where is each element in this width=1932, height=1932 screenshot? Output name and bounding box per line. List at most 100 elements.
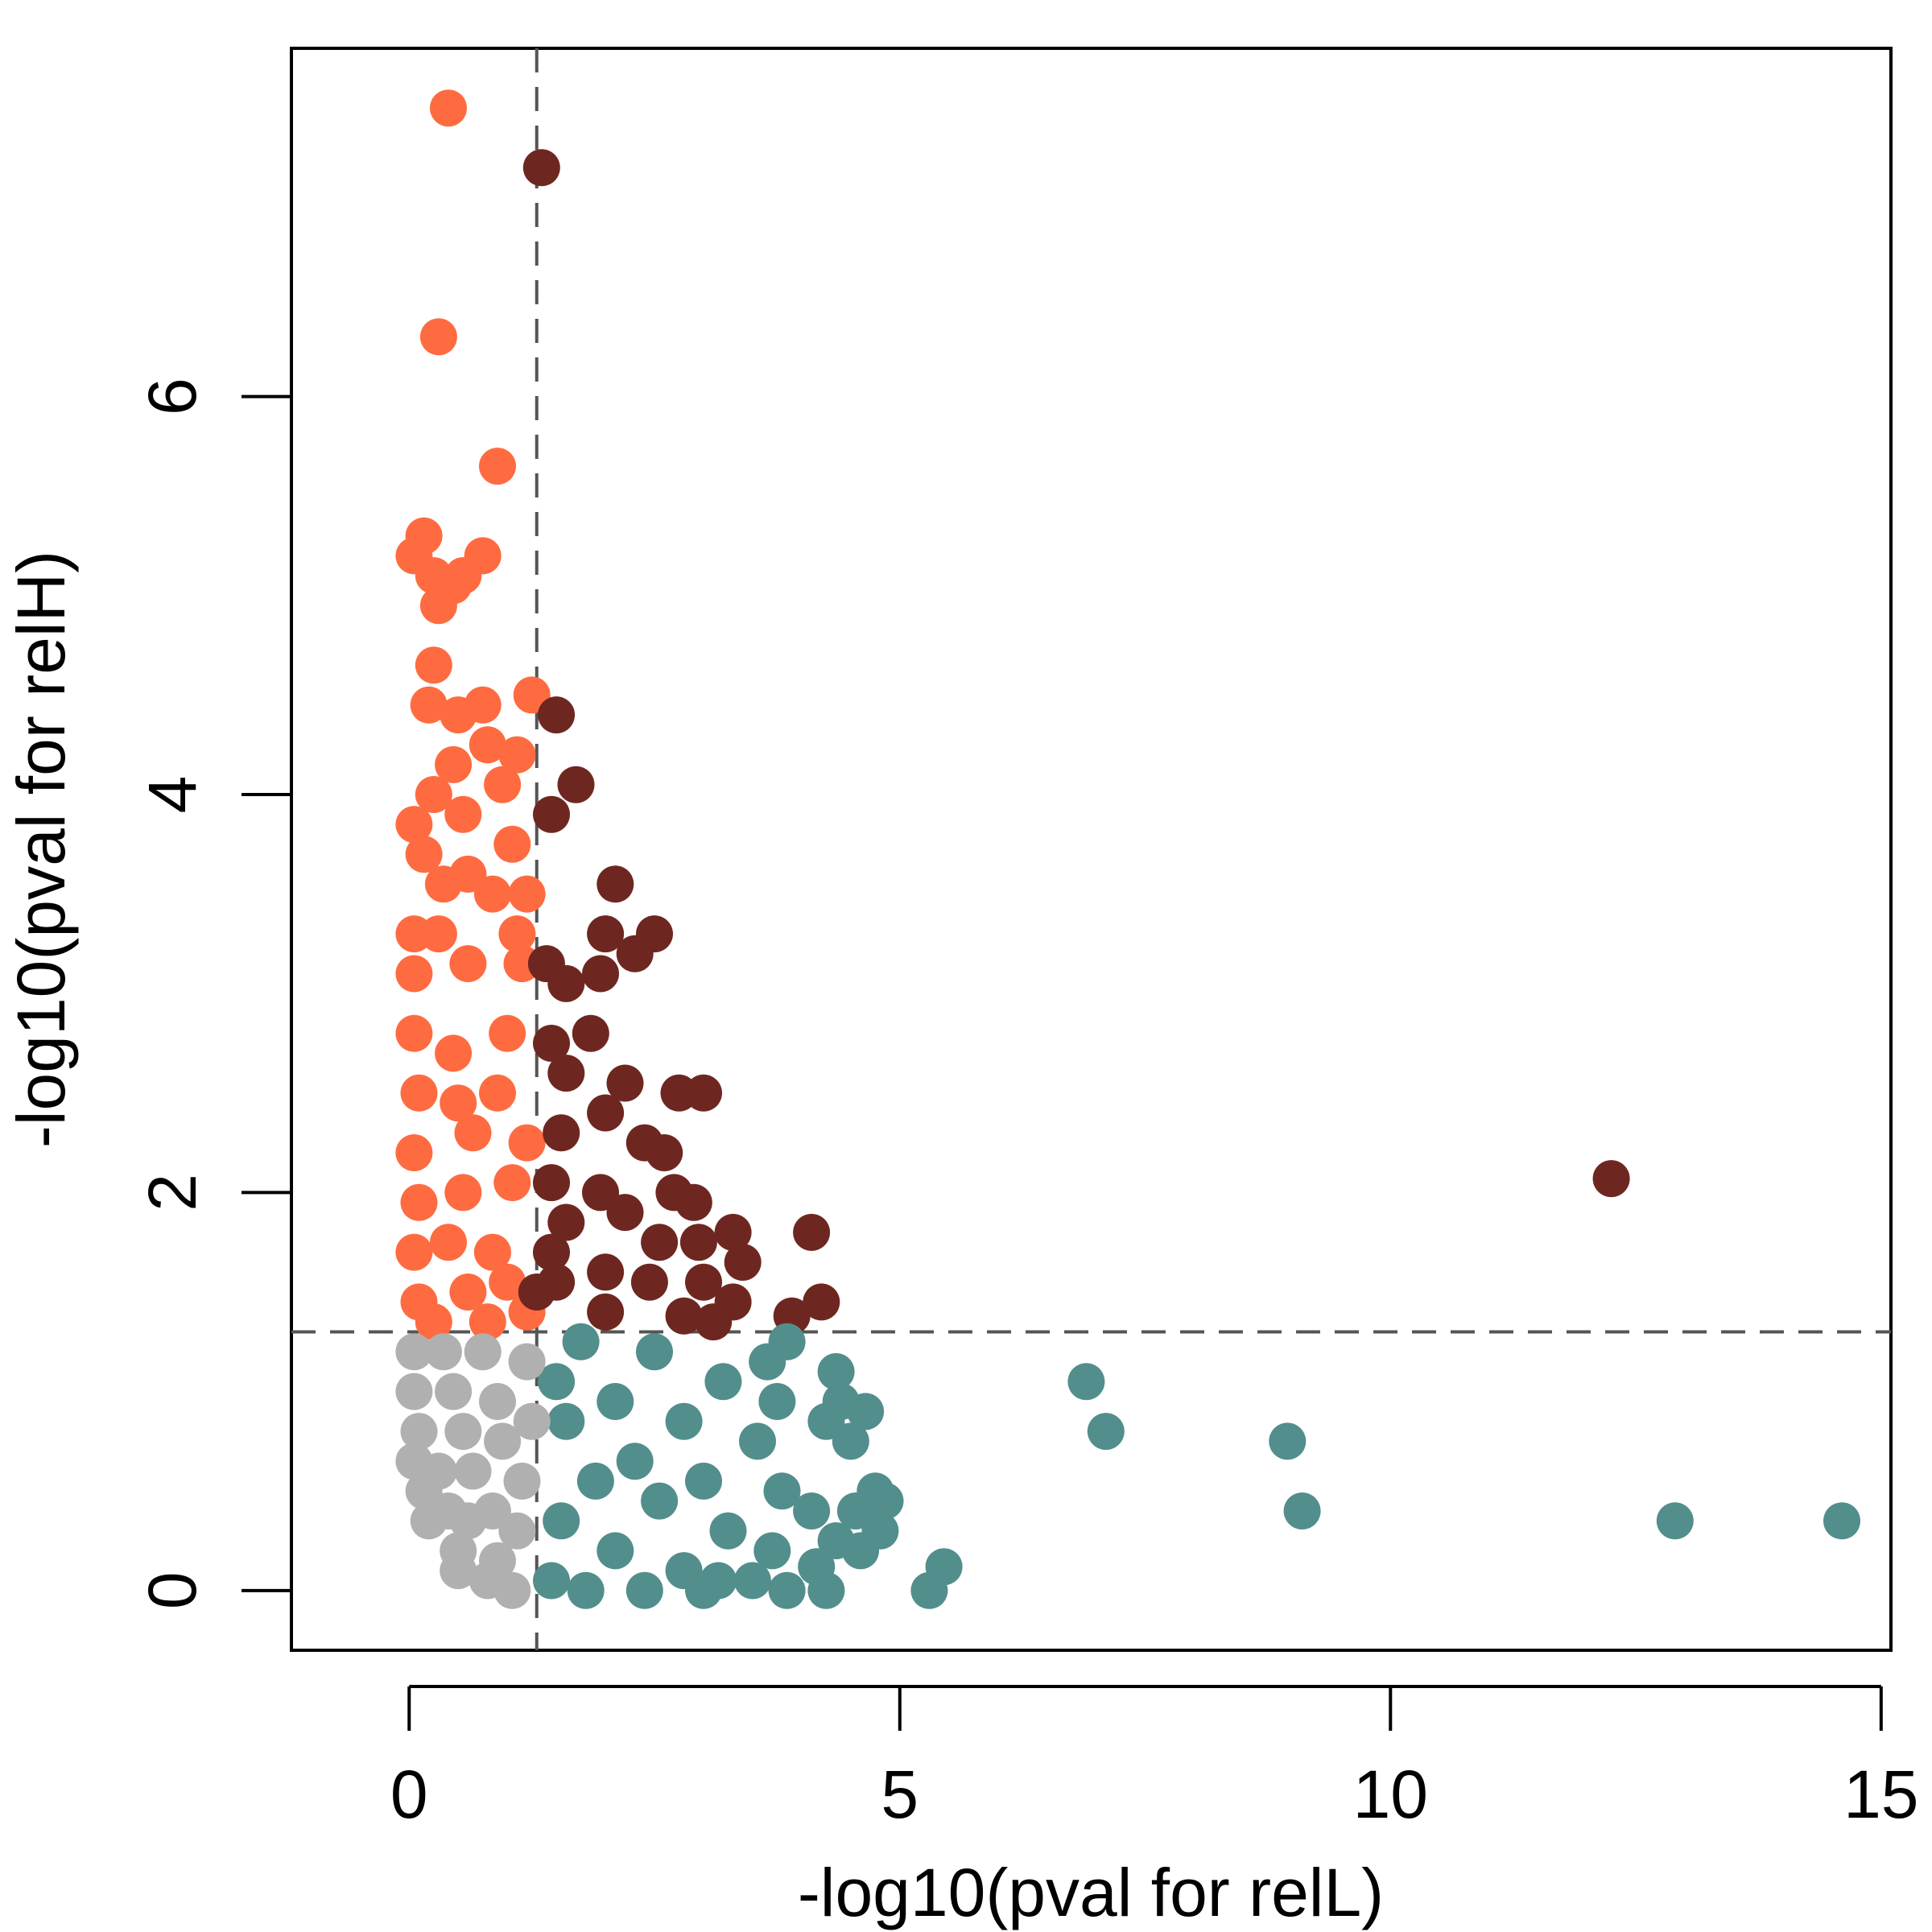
point-relL-only <box>597 1532 634 1570</box>
point-relL-only <box>1823 1502 1860 1540</box>
point-both <box>522 149 560 187</box>
point-relH-only <box>464 537 502 575</box>
point-both <box>679 1224 717 1261</box>
point-relL-only <box>753 1532 791 1570</box>
point-both <box>724 1244 762 1281</box>
y-axis-title: -log10(pval for relH) <box>3 551 79 1148</box>
point-both <box>714 1213 752 1251</box>
point-relH-only <box>479 448 516 485</box>
point-relH-only <box>508 1124 546 1162</box>
point-neither <box>464 1333 502 1371</box>
point-relL-only <box>910 1571 948 1609</box>
point-both <box>587 1293 625 1331</box>
point-relH-only <box>395 806 433 844</box>
point-neither <box>498 1512 536 1550</box>
point-both <box>582 1174 619 1212</box>
point-both <box>533 1025 570 1062</box>
point-both <box>630 1263 668 1301</box>
point-relH-only <box>444 1174 482 1212</box>
point-relH-only <box>469 726 506 764</box>
x-axis: 0 5 10 15 <box>390 1685 1919 1832</box>
point-relL-only <box>538 1363 576 1401</box>
point-both <box>793 1213 831 1251</box>
point-relH-only <box>395 1014 433 1052</box>
point-relL-only <box>625 1571 663 1609</box>
point-neither <box>454 1452 492 1490</box>
point-both <box>533 1164 570 1202</box>
point-relH-only <box>440 1084 477 1122</box>
point-both <box>533 795 570 833</box>
x-tick-label: 10 <box>1353 1757 1428 1832</box>
point-relH-only <box>498 915 536 953</box>
point-relH-only <box>419 587 457 625</box>
point-relL-only <box>866 1482 904 1520</box>
point-relH-only <box>469 1303 506 1341</box>
point-both <box>557 766 595 803</box>
point-relH-only <box>430 1224 467 1261</box>
point-relL-only <box>842 1532 879 1570</box>
point-relL-only <box>636 1333 673 1371</box>
x-tick-label: 15 <box>1843 1757 1918 1832</box>
point-relL-only <box>749 1343 786 1381</box>
point-both <box>543 1114 580 1152</box>
point-both <box>572 1014 609 1052</box>
point-neither <box>503 1462 541 1500</box>
point-relL-only <box>704 1363 742 1401</box>
point-both <box>518 1274 555 1311</box>
point-relL-only <box>817 1352 855 1390</box>
point-relH-only <box>400 1074 438 1112</box>
point-relL-only <box>547 1402 585 1440</box>
point-relH-only <box>473 1233 511 1271</box>
point-relH-only <box>454 1114 492 1152</box>
point-both <box>606 1064 644 1102</box>
point-both <box>538 696 576 734</box>
y-axis: 0 2 4 6 <box>134 378 291 1609</box>
point-relH-only <box>395 955 433 993</box>
point-relH-only <box>419 318 457 356</box>
point-both <box>606 1194 644 1232</box>
point-neither <box>410 1502 448 1540</box>
point-relH-only <box>415 1303 452 1341</box>
point-relL-only <box>768 1571 806 1609</box>
point-relH-only <box>435 1034 473 1072</box>
point-relL-only <box>1067 1363 1105 1401</box>
point-relL-only <box>567 1571 605 1609</box>
point-both <box>646 1134 683 1171</box>
point-relL-only <box>793 1492 831 1530</box>
point-both <box>803 1283 840 1321</box>
point-neither <box>405 1472 443 1510</box>
x-tick-label: 5 <box>881 1757 919 1832</box>
point-relL-only <box>1269 1422 1307 1460</box>
plot-frame <box>290 47 1893 1652</box>
point-relL-only <box>597 1383 634 1420</box>
point-both <box>616 935 654 972</box>
point-neither <box>424 1333 462 1371</box>
point-relL-only <box>807 1402 845 1440</box>
point-relL-only <box>533 1562 570 1600</box>
point-relH-only <box>513 676 551 714</box>
point-relH-only <box>493 1164 531 1202</box>
point-relH-only <box>395 1134 433 1171</box>
point-neither <box>440 1552 477 1590</box>
point-both <box>597 865 634 903</box>
point-relH-only <box>464 686 502 724</box>
point-relH-only <box>479 1074 516 1112</box>
point-relL-only <box>562 1323 600 1360</box>
point-relH-only <box>489 1014 526 1052</box>
point-relL-only <box>1283 1492 1321 1530</box>
y-tick-label: 0 <box>134 1571 210 1609</box>
point-neither <box>435 1373 473 1410</box>
point-relL-only <box>641 1482 679 1520</box>
point-neither <box>508 1343 546 1381</box>
point-relH-only <box>405 517 443 555</box>
point-both <box>665 1297 703 1335</box>
point-neither <box>395 1373 433 1410</box>
point-relL-only <box>1656 1502 1694 1540</box>
point-neither <box>444 1413 482 1451</box>
point-relL-only <box>685 1571 722 1609</box>
point-relH-only <box>415 646 452 684</box>
point-both <box>547 964 585 1002</box>
point-both <box>533 1233 570 1271</box>
point-relL-only <box>832 1422 869 1460</box>
point-relL-only <box>665 1402 703 1440</box>
